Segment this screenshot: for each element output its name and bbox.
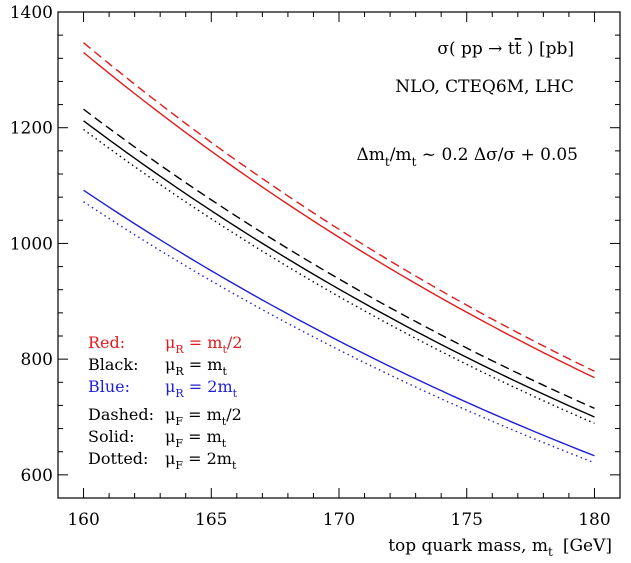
series-line-dotted xyxy=(83,128,595,425)
x-tick-label: 165 xyxy=(195,510,227,530)
legend-scale: μF = 2mt xyxy=(165,449,237,472)
legend-scale: μR = 2mt xyxy=(165,377,238,400)
series-line-solid xyxy=(83,189,595,457)
x-tick-label: 180 xyxy=(578,510,610,530)
series-line-dashed xyxy=(83,42,595,372)
legend-label: Black: xyxy=(88,355,138,374)
y-tick-label: 800 xyxy=(21,350,53,370)
legend-label: Red: xyxy=(88,333,125,352)
series-line-solid xyxy=(83,120,595,418)
series-lines xyxy=(83,42,595,464)
legend-scale: μF = mt/2 xyxy=(165,405,242,428)
y-tick-label: 1200 xyxy=(10,119,53,139)
x-tick-label: 170 xyxy=(323,510,355,530)
legend-scale: μR = mt xyxy=(165,355,227,378)
y-tick-label: 600 xyxy=(21,466,53,486)
legend-label: Dotted: xyxy=(88,449,148,468)
x-tick-label: 175 xyxy=(451,510,483,530)
y-tick-label: 1000 xyxy=(10,234,53,254)
legend-label: Solid: xyxy=(88,427,134,446)
y-tick-label: 1400 xyxy=(10,3,53,23)
tbar-symbol: t xyxy=(515,39,522,59)
x-axis-title: top quark mass, mt [GeV] xyxy=(388,536,612,559)
x-tick-label: 160 xyxy=(67,510,99,530)
legend: Red: μR = mt/2 Black: μR = mt Blue: μR = 2mt D… xyxy=(88,333,242,472)
legend-label: Blue: xyxy=(88,377,130,396)
legend-scale: μF = mt xyxy=(165,427,227,450)
legend-scale: μR = mt/2 xyxy=(165,333,242,356)
process-annotation: σ( pp → tt ) [pb] xyxy=(437,39,574,59)
legend-label: Dashed: xyxy=(88,405,154,424)
relation-annotation: Δmt/mt ~ 0.2 Δσ/σ + 0.05 xyxy=(356,145,578,169)
tick-labels: 160 165 170 175 180 600 800 1000 1200 1400 xyxy=(10,3,611,530)
series-line-dotted xyxy=(83,201,595,464)
series-line-solid xyxy=(83,51,595,379)
setup-annotation: NLO, CTEQ6M, LHC xyxy=(395,77,574,97)
axis-ticks xyxy=(57,11,621,499)
series-line-dashed xyxy=(83,108,595,409)
